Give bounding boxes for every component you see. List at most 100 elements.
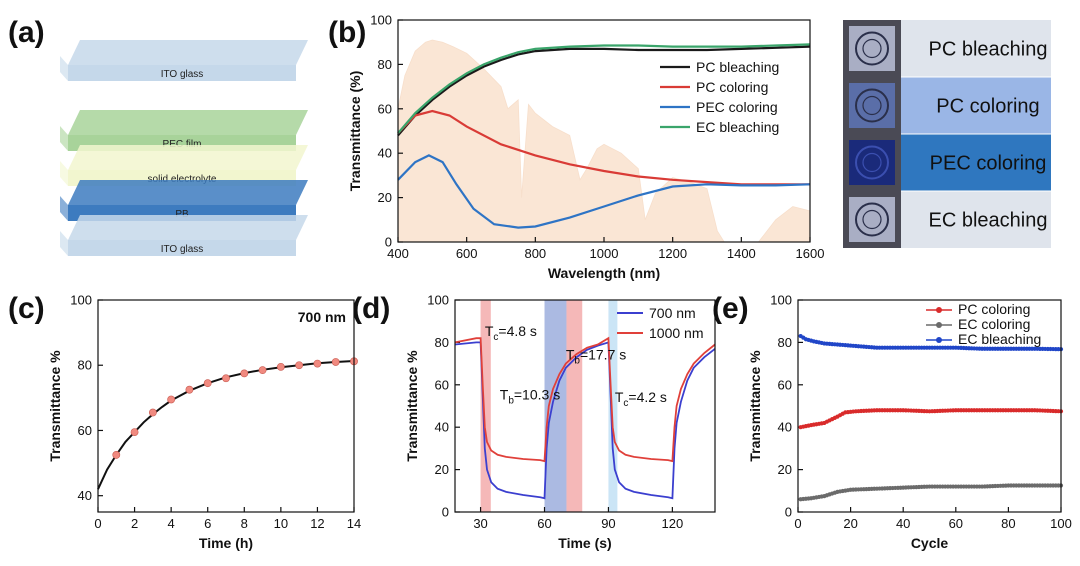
chart-e-xtick-label: 80 — [1001, 516, 1015, 531]
chart-c-ytick-label: 60 — [78, 423, 92, 438]
chart-e-ytick-label: 100 — [770, 293, 792, 308]
chart-c-data-point — [148, 408, 157, 417]
chart-c-data-point — [240, 369, 249, 378]
chart-d-xtick-label: 60 — [537, 516, 551, 531]
chart-d-frame — [454, 299, 716, 513]
chart-d-ytick-label: 0 — [442, 505, 449, 520]
device-photo-row-0: PC bleaching — [843, 20, 1051, 77]
chart-b-legend-label-3: EC bleaching — [696, 119, 779, 135]
device-layer-label: ITO glass — [161, 69, 204, 80]
chart-e-ytick-label: 0 — [785, 505, 792, 520]
annotation-subscript: c — [623, 398, 628, 409]
chart-e-xtick-label: 0 — [794, 516, 801, 531]
device-layer-side-face — [60, 161, 68, 186]
chart-b-xtick-label: 1600 — [796, 246, 825, 261]
chart-e-legend-label-1: EC coloring — [958, 316, 1030, 332]
chart-d-ytick-label: 100 — [427, 293, 449, 308]
chart-c-xtick-label: 4 — [168, 516, 175, 531]
chart-d-xtick-label: 90 — [601, 516, 615, 531]
chart-e-xtick-label: 20 — [843, 516, 857, 531]
annotation-value: =4.8 s — [498, 323, 537, 339]
device-photo-seal-inner-icon — [862, 38, 882, 59]
device-photo-label: EC bleaching — [929, 210, 1048, 232]
chart-c-data-point — [295, 361, 304, 370]
chart-c-annotation: 700 nm — [298, 309, 346, 325]
panel-label-c: (c) — [8, 292, 45, 325]
chart-d-series-1 — [454, 336, 716, 463]
chart-c-ytick-label: 80 — [78, 358, 92, 373]
chart-e-frame — [797, 299, 1062, 513]
chart-c-ylabel: Transmittance % — [47, 350, 63, 462]
chart-c-xtick-label: 14 — [347, 516, 361, 531]
device-layer-1: PEC film — [60, 110, 308, 151]
device-layer-top-face — [68, 110, 308, 135]
device-photo-label-box — [901, 191, 1051, 248]
device-photo-label-box — [901, 134, 1051, 191]
chart-d-annotation-0: Tc=4.8 s — [485, 323, 537, 343]
chart-d-xtick-label: 30 — [473, 516, 487, 531]
chart-d-ytick-label: 60 — [435, 377, 449, 392]
chart-d-ytick-label: 80 — [435, 335, 449, 350]
device-photo-label-box — [901, 77, 1051, 134]
chart-c-data-point — [331, 358, 340, 366]
chart-e-xtick-label: 60 — [949, 516, 963, 531]
chart-b-legend-label-2: PEC coloring — [696, 99, 778, 115]
chart-c-xtick-label: 12 — [310, 516, 324, 531]
device-layer-front-face — [68, 65, 296, 81]
chart-b-xtick-label: 400 — [387, 246, 409, 261]
chart-b-legend-label-0: PC bleaching — [696, 59, 779, 75]
chart-c-data-point — [130, 428, 139, 436]
device-photo-label: PC coloring — [936, 96, 1039, 118]
annotation-symbol: T — [485, 323, 494, 339]
chart-b-ytick-label: 0 — [385, 235, 392, 250]
device-photo-panel: PC bleaching PC coloring PEC coloring EC bl… — [843, 20, 1051, 248]
chart-c-xtick-label: 8 — [241, 516, 248, 531]
chart-c-data-point — [185, 385, 194, 394]
device-layer-side-face — [60, 196, 68, 221]
annotation-value: =4.2 s — [628, 389, 667, 405]
panel-label-e: (e) — [712, 292, 749, 325]
chart-d-shaded-region-1 — [544, 300, 567, 512]
device-layer-top-face — [68, 180, 308, 205]
chart-d-annotation-2: Tb=10.3 s — [500, 387, 560, 407]
chart-c-frame — [97, 299, 355, 513]
device-layer-label: PEC film — [163, 139, 202, 150]
chart-b-legend-label-1: PC coloring — [696, 79, 768, 95]
chart-e-legend-marker-1 — [936, 322, 942, 328]
chart-b-xtick-label: 1000 — [590, 246, 619, 261]
device-layer-stack: ITO glass PEC film solid electrolyte PB ITO … — [60, 40, 308, 256]
chart-b-ytick-label: 40 — [378, 146, 392, 161]
chart-b-series-0 — [397, 45, 811, 137]
device-layer-label: solid electrolyte — [148, 174, 217, 185]
device-photo-seal-icon — [855, 88, 889, 123]
annotation-subscript: b — [574, 355, 580, 366]
chart-c-data-point — [258, 366, 267, 375]
device-layer-0: ITO glass — [60, 40, 308, 81]
chart-d-ytick-label: 20 — [435, 462, 449, 477]
panel-label-d: (d) — [352, 292, 390, 325]
annotation-symbol: T — [500, 387, 509, 403]
chart-c-xtick-label: 10 — [274, 516, 288, 531]
chart-c-data-point — [222, 374, 230, 383]
device-photo-label: PC bleaching — [929, 39, 1048, 61]
annotation-value: =17.7 s — [580, 346, 626, 362]
chart-c-data-point — [167, 395, 176, 404]
chart-c-data-point — [313, 359, 322, 368]
chart-b-series-3 — [397, 43, 811, 134]
device-layer-label: ITO glass — [161, 244, 204, 255]
panel-label-b: (b) — [328, 16, 366, 49]
chart-e-ytick-label: 40 — [778, 420, 792, 435]
chart-c-xtick-label: 2 — [131, 516, 138, 531]
device-photo-seal-inner-icon — [862, 152, 882, 173]
chart-d-legend-label-1: 1000 nm — [649, 325, 703, 341]
device-photo-seal-inner-icon — [862, 95, 882, 116]
device-layer-top-face — [68, 40, 308, 65]
chart-d-annotation-1: Tb=17.7 s — [566, 346, 626, 366]
chart-c-xtick-label: 6 — [204, 516, 211, 531]
chart-b-ylabel: Transmittance (%) — [347, 71, 363, 192]
device-layer-front-face — [68, 240, 296, 256]
chart-b-xtick-label: 600 — [456, 246, 478, 261]
chart-e-legend-marker-0 — [936, 307, 942, 313]
annotation-symbol: T — [615, 389, 624, 405]
